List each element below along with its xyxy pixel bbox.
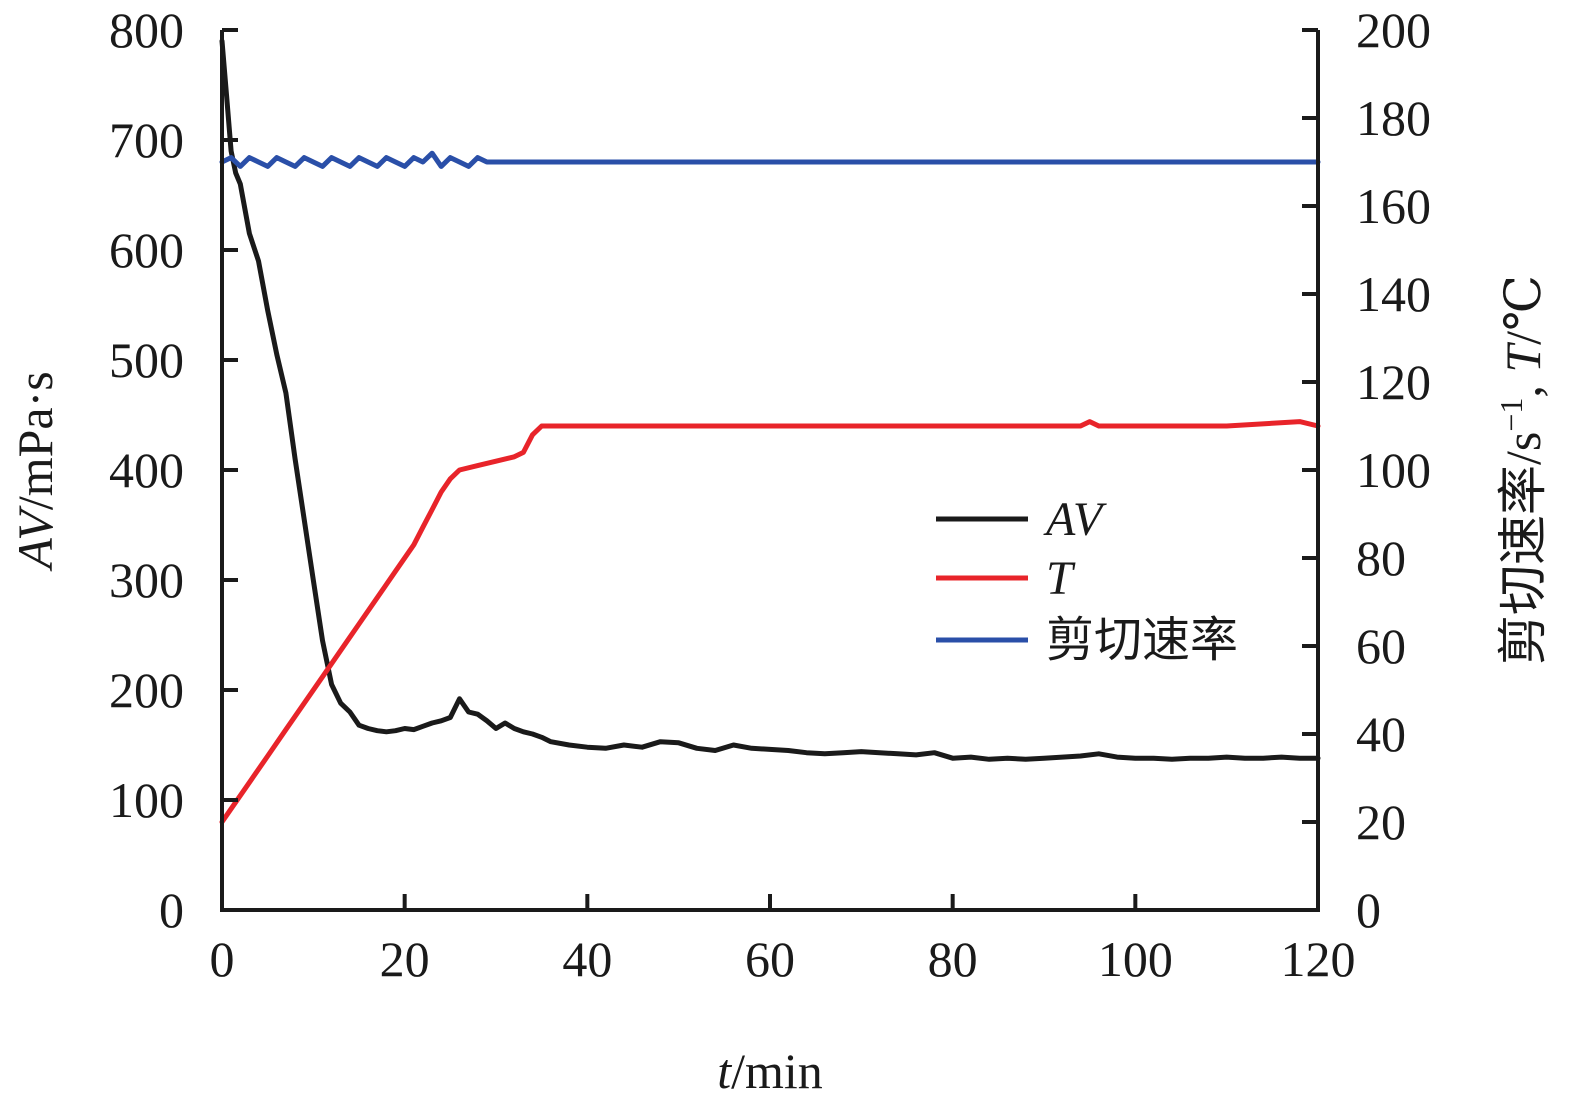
y-right-tick-label: 40 [1356, 706, 1406, 762]
y-left-tick-label: 300 [109, 552, 184, 608]
y-left-tick-label: 400 [109, 442, 184, 498]
x-axis-title-unit: /min [731, 1043, 823, 1099]
x-tick-label: 80 [928, 931, 978, 987]
series-line-2 [219, 150, 1321, 169]
y-left-tick-label: 800 [109, 2, 184, 58]
y-left-tick-label: 600 [109, 222, 184, 278]
legend-label-t: T [1046, 552, 1076, 605]
y-right-tick-label: 140 [1356, 266, 1431, 322]
x-tick-label: 60 [745, 931, 795, 987]
y-right-axis-title: 剪切速率/s−1, T/℃ [1493, 275, 1551, 665]
y-right-tick-label: 180 [1356, 90, 1431, 146]
y-right-axis-title-sep: , [1495, 373, 1551, 398]
series-line-1 [219, 419, 1321, 825]
x-tick-label: 0 [210, 931, 235, 987]
legend: AV T 剪切速率 [936, 493, 1238, 667]
x-axis-title: t/min [717, 1043, 823, 1099]
y-right-axis-title-end: /℃ [1495, 275, 1551, 345]
y-right-axis-title-italic: T [1495, 342, 1551, 373]
y-left-axis-title: AV/mPa·s [7, 371, 63, 572]
y-left-tick-label: 500 [109, 332, 184, 388]
axes-layer: 0 20 40 60 80 100 1200100200300400500600700800… [109, 2, 1431, 987]
series-layer [219, 38, 1321, 825]
y-right-tick-label: 0 [1356, 882, 1381, 938]
legend-label-shear-rate: 剪切速率 [1046, 614, 1238, 667]
y-right-tick-label: 120 [1356, 354, 1431, 410]
y-left-axis-title-italic: AV [7, 505, 63, 572]
y-left-tick-label: 0 [159, 882, 184, 938]
y-right-tick-label: 160 [1356, 178, 1431, 234]
series-line-0 [219, 38, 1321, 762]
y-right-axis-title-cn: 剪切速率 [1495, 465, 1551, 665]
y-right-axis-title-unit: /s [1495, 432, 1551, 465]
y-left-axis-title-unit: /mPa·s [7, 371, 63, 510]
y-right-tick-label: 100 [1356, 442, 1431, 498]
x-tick-label: 120 [1281, 931, 1356, 987]
y-left-tick-label: 100 [109, 772, 184, 828]
y-right-tick-label: 80 [1356, 530, 1406, 586]
y-right-tick-label: 20 [1356, 794, 1406, 850]
y-left-tick-label: 700 [109, 112, 184, 168]
x-tick-label: 40 [562, 931, 612, 987]
x-tick-label: 20 [380, 931, 430, 987]
y-right-tick-label: 200 [1356, 2, 1431, 58]
y-right-tick-label: 60 [1356, 618, 1406, 674]
y-right-axis-title-sup: −1 [1493, 398, 1529, 432]
legend-label-av: AV [1043, 493, 1107, 546]
y-left-tick-label: 200 [109, 662, 184, 718]
x-axis-title-italic: t [717, 1043, 732, 1099]
x-tick-label: 100 [1098, 931, 1173, 987]
